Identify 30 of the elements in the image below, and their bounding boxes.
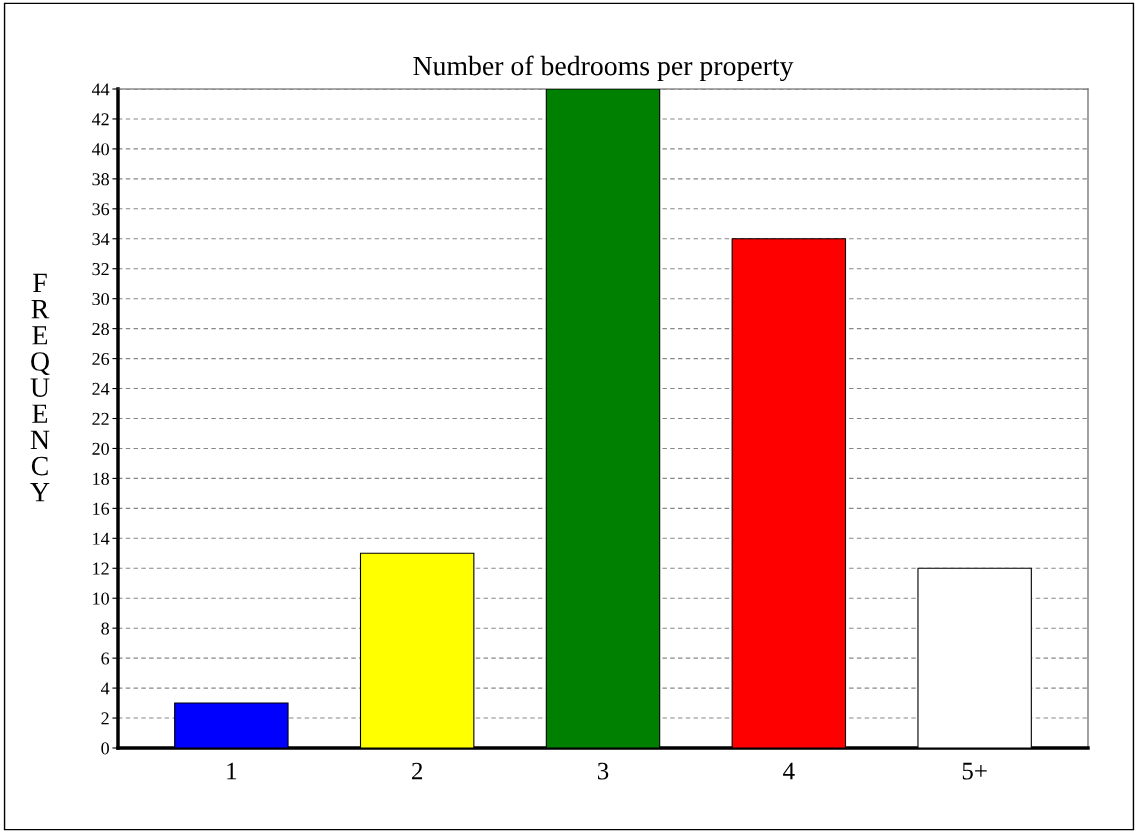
text: FREQUENCY <box>30 273 50 502</box>
y-tick-label: 0 <box>101 742 109 755</box>
y-tick-label: 32 <box>92 263 109 276</box>
y-tick-label: 20 <box>92 442 109 455</box>
x-tick-label: 1 <box>227 762 237 780</box>
y-tick-label: 2 <box>101 712 109 725</box>
y-tick-label: 6 <box>101 652 110 665</box>
y-tick-label: 16 <box>93 502 110 515</box>
y-tick-label: 12 <box>93 562 109 575</box>
y-tick-label: 14 <box>93 532 110 545</box>
chart-title: Number of bedrooms per property <box>413 55 794 82</box>
y-tick-label: 42 <box>91 113 109 126</box>
y-tick-label: 8 <box>101 622 109 635</box>
x-tick-label: 2 <box>412 762 423 780</box>
y-tick-label: 30 <box>92 292 109 306</box>
y-tick-label: 24 <box>92 382 110 395</box>
y-tick-label: 18 <box>93 472 109 485</box>
y-tick-label: 34 <box>92 233 110 246</box>
y-tick-label: 36 <box>92 203 110 216</box>
y-tick-label: 38 <box>92 173 109 186</box>
y-tick-label: 40 <box>91 143 109 156</box>
x-tick-label: 3 <box>597 762 609 780</box>
x-tick-label: 4 <box>783 762 795 780</box>
y-tick-label: 26 <box>92 352 110 366</box>
x-tick-label: 5+ <box>962 762 987 780</box>
y-tick-label: 10 <box>93 592 109 605</box>
y-tick-label: 28 <box>92 322 109 336</box>
y-tick-label: 22 <box>92 412 109 425</box>
y-tick-label: 44 <box>91 83 110 96</box>
y-tick-label: 4 <box>100 682 110 695</box>
